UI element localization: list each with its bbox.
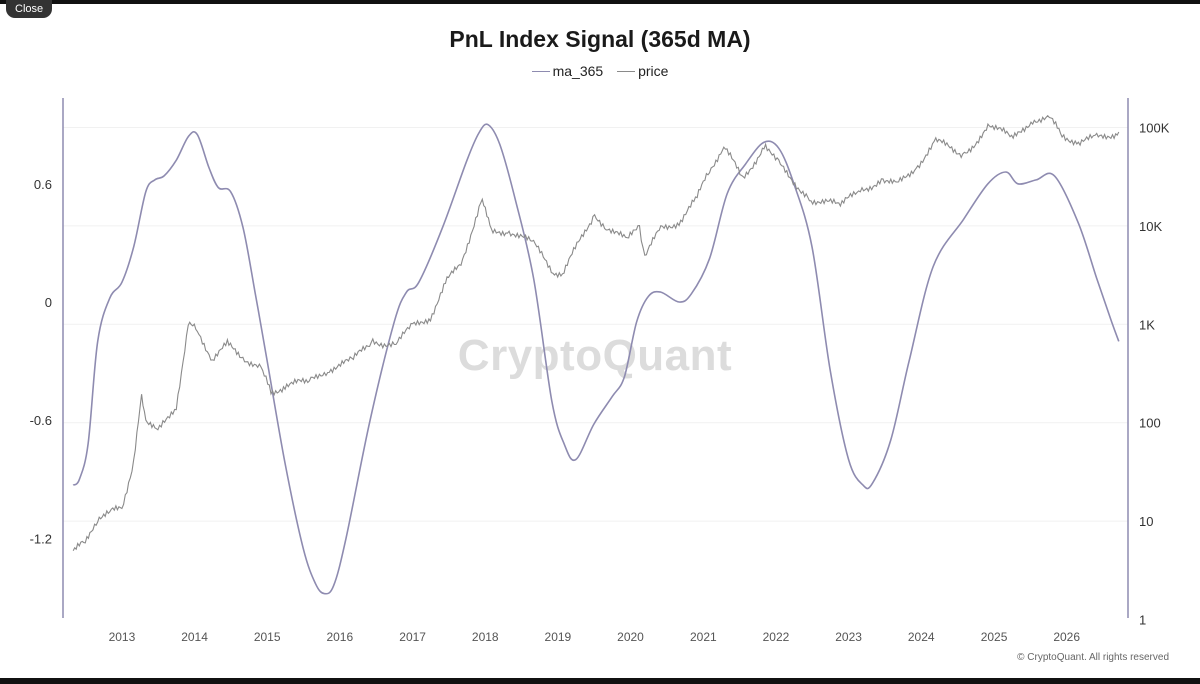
grid-lines: [63, 127, 1128, 522]
series-line-price: [72, 114, 1120, 551]
x-tick-label: 2016: [326, 630, 353, 644]
x-tick-label: 2017: [399, 630, 426, 644]
x-tick-label: 2013: [109, 630, 136, 644]
right-axis-ticks: 1 10 100 1K 10K 100K: [1139, 121, 1170, 628]
right-tick-label: 1: [1139, 613, 1146, 628]
x-tick-label: 2014: [181, 630, 208, 644]
x-tick-label: 2025: [981, 630, 1008, 644]
x-axis-ticks: 2013 2014 2015 2016 2017 2018 2019 2020 2021 2022…: [109, 630, 1081, 644]
right-tick-label: 10K: [1139, 219, 1162, 234]
right-tick-label: 10: [1139, 514, 1153, 529]
right-tick-label: 1K: [1139, 317, 1155, 332]
left-tick-label: 0.6: [34, 177, 52, 192]
copyright-text: © CryptoQuant. All rights reserved: [1017, 652, 1169, 663]
legend-label-price: price: [638, 63, 669, 79]
chart-title: PnL Index Signal (365d MA): [449, 26, 751, 52]
x-tick-label: 2024: [908, 630, 935, 644]
watermark-text: CryptoQuant: [458, 331, 732, 380]
right-tick-label: 100: [1139, 416, 1161, 431]
window-top-bar: [0, 0, 1200, 4]
close-button[interactable]: Close: [6, 0, 53, 18]
legend-label-ma365: ma_365: [552, 63, 604, 79]
x-tick-label: 2015: [254, 630, 281, 644]
x-tick-label: 2020: [617, 630, 644, 644]
legend-item-price[interactable]: price: [617, 63, 668, 79]
x-tick-label: 2018: [472, 630, 499, 644]
left-tick-label: -1.2: [30, 531, 52, 546]
series-line-ma365: [72, 123, 1120, 595]
right-tick-label: 100K: [1139, 121, 1170, 136]
x-tick-label: 2026: [1053, 630, 1080, 644]
window-bottom-bar: [0, 678, 1200, 684]
legend-swatch-price: [617, 70, 636, 72]
left-axis-ticks: -1.2 -0.6 0 0.6: [30, 177, 52, 547]
left-tick-label: -0.6: [30, 413, 52, 428]
chart-legend: ma_365 price: [0, 63, 1200, 79]
x-tick-label: 2022: [763, 630, 790, 644]
left-tick-label: 0: [45, 295, 52, 310]
x-tick-label: 2019: [545, 630, 572, 644]
x-tick-label: 2023: [835, 630, 862, 644]
series-layer: [72, 114, 1120, 595]
legend-item-ma365[interactable]: ma_365: [531, 63, 604, 79]
x-tick-label: 2021: [690, 630, 717, 644]
legend-swatch-ma365: [531, 70, 550, 72]
